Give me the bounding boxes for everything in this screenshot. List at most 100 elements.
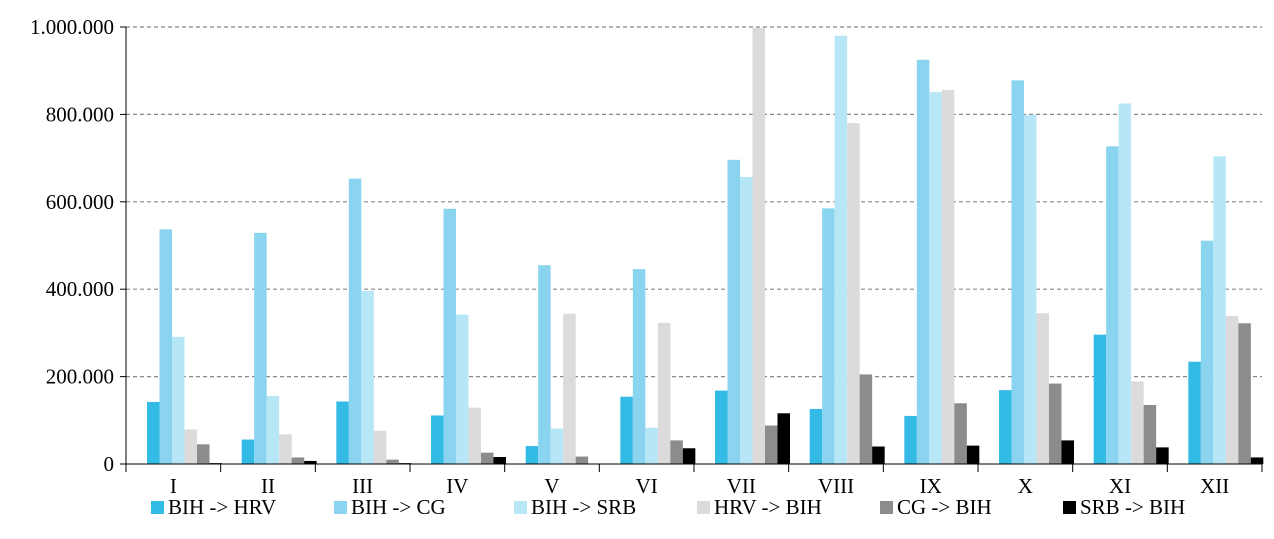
x-tick-label: IV <box>446 474 468 498</box>
y-tick-label: 0 <box>104 452 115 476</box>
x-tick-label: VII <box>727 474 756 498</box>
bar <box>682 448 696 464</box>
bar <box>657 322 671 464</box>
legend: BIH -> HRV BIH -> CG BIH -> SRB HRV -> BIH C… <box>151 495 1185 519</box>
y-tick-label: 600.000 <box>46 190 114 214</box>
bar <box>184 429 197 464</box>
bar <box>670 440 683 464</box>
bar <box>941 89 955 464</box>
bar <box>966 445 980 464</box>
bar <box>481 452 494 464</box>
legend-label: BIH -> SRB <box>531 495 636 519</box>
x-tick-label: III <box>352 474 373 498</box>
bar <box>373 430 387 464</box>
bar <box>336 401 349 464</box>
bar <box>916 59 930 465</box>
legend-swatch <box>880 501 893 514</box>
bar <box>456 314 469 464</box>
bar <box>847 123 860 464</box>
bar <box>904 415 917 464</box>
bar <box>431 415 444 464</box>
bar <box>563 313 576 464</box>
x-tick-label: XII <box>1200 474 1229 498</box>
bar <box>859 374 873 464</box>
bar <box>159 229 172 464</box>
bar <box>727 159 740 464</box>
axes <box>120 26 1263 472</box>
bar <box>645 427 658 464</box>
bar <box>468 407 481 464</box>
x-tick-label: XI <box>1109 474 1131 498</box>
gridlines <box>126 26 1262 378</box>
bar <box>872 446 885 464</box>
legend-label: BIH -> CG <box>351 495 446 519</box>
legend-swatch <box>514 501 527 514</box>
bar <box>999 390 1012 464</box>
y-tick-label: 1.000.000 <box>30 15 114 39</box>
bar <box>809 408 823 464</box>
bar <box>752 27 765 465</box>
bar <box>254 232 267 464</box>
bar <box>1238 323 1251 464</box>
bar <box>1036 313 1049 464</box>
bar <box>1118 103 1132 464</box>
bar <box>538 265 551 464</box>
bar <box>1200 240 1214 464</box>
bar <box>1143 405 1157 464</box>
x-tick-label: V <box>544 474 559 498</box>
legend-label: HRV -> BIH <box>714 495 822 519</box>
bar <box>715 390 728 464</box>
bar <box>304 460 317 464</box>
bar <box>386 459 399 464</box>
legend-label: BIH -> HRV <box>168 495 276 519</box>
bar <box>765 425 778 464</box>
bar <box>525 446 539 464</box>
legend-swatch <box>151 501 164 514</box>
bar <box>266 395 280 464</box>
x-tick-label: X <box>1018 474 1033 498</box>
bar <box>1011 80 1024 465</box>
bar <box>443 208 456 464</box>
bar <box>1024 114 1037 464</box>
legend-swatch <box>697 501 710 514</box>
bar <box>575 456 589 464</box>
bar <box>777 413 790 464</box>
bar <box>929 92 942 464</box>
bar <box>1225 315 1239 464</box>
x-tick-label: IX <box>920 474 942 498</box>
bar <box>291 457 305 464</box>
bar <box>147 401 160 464</box>
bar <box>348 178 362 464</box>
bar <box>1093 334 1107 464</box>
bar <box>1188 361 1201 464</box>
bar <box>1250 457 1264 464</box>
x-tick-labels: I II III IV V VI VII VIII IX X XI XII <box>170 474 1229 498</box>
x-tick-label: II <box>261 474 275 498</box>
legend-label: SRB -> BIH <box>1080 495 1185 519</box>
bar <box>834 35 848 465</box>
legend-swatch <box>334 501 347 514</box>
y-tick-label: 800.000 <box>46 102 114 126</box>
bar <box>172 336 185 464</box>
bar <box>550 428 564 464</box>
bar <box>1213 156 1226 465</box>
x-tick-label: VIII <box>818 474 854 498</box>
y-tick-label: 200.000 <box>46 365 114 389</box>
bar <box>1106 146 1119 464</box>
bar <box>954 403 967 464</box>
legend-swatch <box>1063 501 1076 514</box>
bar <box>740 176 753 465</box>
legend-label: CG -> BIH <box>897 495 992 519</box>
y-tick-label: 400.000 <box>46 277 114 301</box>
bar <box>279 434 292 464</box>
bar <box>493 457 506 464</box>
bar <box>632 269 646 464</box>
bar <box>1131 381 1144 464</box>
bar <box>1061 440 1074 464</box>
bar <box>361 290 374 464</box>
bar <box>241 439 255 464</box>
bar <box>1156 447 1169 464</box>
bar <box>620 396 633 464</box>
